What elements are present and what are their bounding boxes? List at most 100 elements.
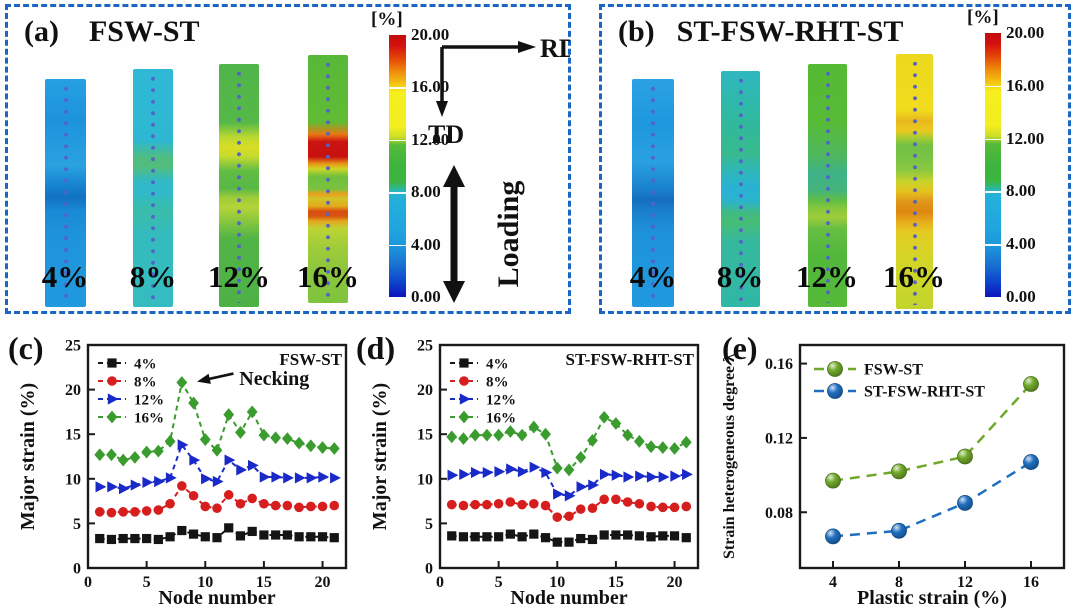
series-point-16% [270,431,282,445]
y-tick-label: 25 [65,338,81,355]
legend-label: 8% [134,375,157,391]
colorbar-tick: 4.00 [1006,234,1036,253]
x-tick-label: 5 [495,574,503,591]
loading-label: Loading [492,181,525,288]
panel-b: (b) ST-FSW-RHT-ST 4% 8% 12% 16% [%] 20.0… [599,4,1071,314]
series-point-16% [516,428,528,442]
series-point-12% [576,481,588,493]
legend-marker [459,376,469,386]
series-point-8% [611,494,621,505]
series-point-12% [588,479,600,491]
series-point-16% [563,463,575,477]
series-point-16% [211,443,223,457]
series-point-8% [294,502,304,513]
series-point-12% [646,471,658,483]
x-tick-label: 20 [315,574,331,591]
panel-b-header: (b) ST-FSW-RHT-ST [618,15,903,49]
series-point-4% [153,534,163,545]
series-point-12% [541,466,553,479]
legend-label: ST-FSW-RHT-ST [864,384,985,401]
series-point-12% [95,481,107,493]
series-point-4% [95,533,105,544]
series-point-16% [152,444,164,458]
series-point-12% [635,470,646,482]
legend-marker [827,383,843,399]
strain-map-b-4pct [632,79,674,307]
series-point-8% [153,505,164,515]
colorbar-tick: 16.00 [1006,76,1045,95]
strain-map-b-16pct [896,54,933,309]
rd-label: RD [540,34,570,63]
series-point-12% [459,468,471,480]
series-point-4% [587,534,598,545]
series-point-12% [201,473,212,485]
section-line-dots [325,59,331,299]
colorbar-tick: 8.00 [411,182,441,201]
series-point-8% [669,502,680,513]
y-tick-label: 20 [65,382,81,399]
y-tick-label: 0 [73,561,81,578]
colorbar-tick: 8.00 [1006,181,1036,200]
series-point-8% [247,493,257,504]
x-tick-label: 15 [256,574,272,591]
y-tick-label: 10 [65,471,81,488]
annotation-text: Necking [239,368,309,390]
series-point-12% [224,454,236,466]
series-point-16% [493,428,505,442]
section-line-dots [150,73,156,303]
series-point-4% [529,529,539,539]
x-axis-label: Node number [158,587,275,609]
inset-title: ST-FSW-RHT-ST [566,350,695,369]
series-point-4% [165,532,175,542]
inset-title: FSW-ST [279,350,342,369]
colorbar-unit: [%] [967,7,999,28]
series-point-4% [282,530,292,540]
strain-level-label: 16% [883,259,945,294]
series-point-16% [258,428,270,442]
y-tick-label: 0.08 [765,505,793,522]
series-point-8% [329,500,340,511]
series-point-12% [482,466,494,479]
plot-area [438,343,700,570]
section-line-dots [738,75,743,303]
series-point-12% [658,471,670,483]
series-point-4% [540,533,551,543]
series-point-4% [494,532,504,542]
series-point-8% [505,497,516,507]
series-point-12% [447,469,459,481]
series-point-8% [622,497,633,507]
series-point-ST-FSW-RHT-ST [825,528,841,545]
series-point-12% [494,466,506,478]
series-point-12% [623,471,635,483]
series-point-4% [294,532,304,542]
series-point-16% [305,439,317,453]
series-point-16% [669,442,680,455]
series-point-16% [281,432,293,446]
series-point-FSW-ST [891,463,907,480]
strain-level-label: 16% [297,259,359,294]
series-point-8% [446,499,457,510]
series-point-16% [622,428,634,442]
y-tick-label: 25 [417,338,433,355]
legend-label: 16% [134,411,164,427]
y-axis-label: Major strain (%) [369,383,391,530]
y-tick-label: 15 [417,427,433,444]
series-point-8% [587,503,598,514]
series-point-4% [658,531,668,541]
strain-level-label: 8% [716,259,764,294]
series-point-4% [505,529,515,539]
strain-level-label: 8% [129,259,177,294]
series-point-16% [141,445,153,459]
series-point-12% [189,454,201,466]
panel-d-label: (d) [356,330,396,366]
x-tick-label: 0 [436,574,444,591]
series-point-4% [623,530,633,540]
legend-marker [107,358,117,368]
x-tick-label: 8 [895,574,903,591]
series-point-16% [469,428,481,442]
x-tick-label: 10 [197,574,213,591]
series-point-8% [235,498,246,509]
strain-level-label: 12% [208,259,270,294]
series-point-4% [212,533,222,543]
series-line-ST-FSW-RHT-ST [832,461,1032,538]
